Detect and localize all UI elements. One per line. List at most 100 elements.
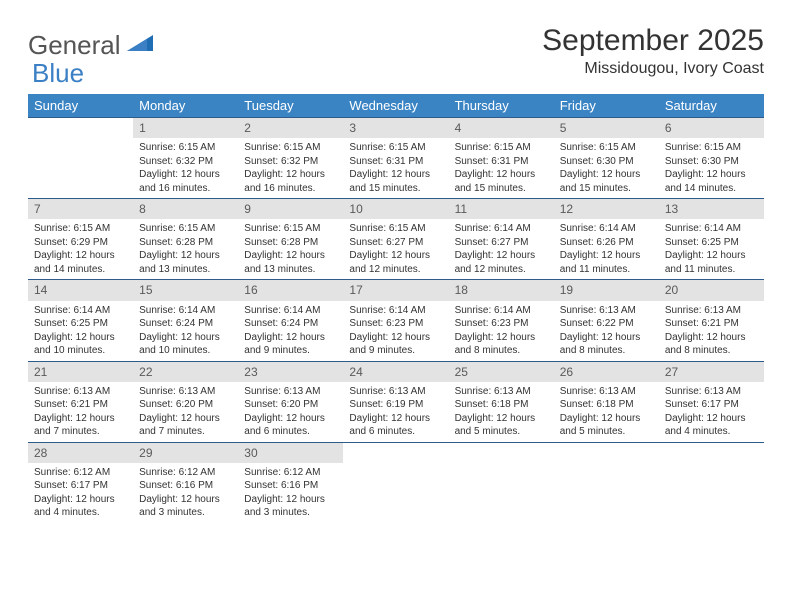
day-line: Sunrise: 6:13 AM (349, 385, 442, 399)
day-line: Sunset: 6:17 PM (665, 398, 758, 412)
day-content: Sunrise: 6:13 AMSunset: 6:20 PMDaylight:… (238, 382, 343, 442)
calendar-week-row: 7Sunrise: 6:15 AMSunset: 6:29 PMDaylight… (28, 199, 764, 280)
calendar-cell: 7Sunrise: 6:15 AMSunset: 6:29 PMDaylight… (28, 199, 133, 280)
calendar-cell: 9Sunrise: 6:15 AMSunset: 6:28 PMDaylight… (238, 199, 343, 280)
day-line: Sunrise: 6:15 AM (560, 141, 653, 155)
day-line: Sunrise: 6:12 AM (244, 466, 337, 480)
calendar-cell: 26Sunrise: 6:13 AMSunset: 6:18 PMDayligh… (554, 361, 659, 442)
day-number: 24 (343, 362, 448, 382)
day-number: 28 (28, 443, 133, 463)
day-content: Sunrise: 6:15 AMSunset: 6:30 PMDaylight:… (659, 138, 764, 198)
calendar-cell: 17Sunrise: 6:14 AMSunset: 6:23 PMDayligh… (343, 280, 448, 361)
day-content: Sunrise: 6:14 AMSunset: 6:24 PMDaylight:… (238, 301, 343, 361)
day-line: Sunset: 6:27 PM (455, 236, 548, 250)
day-line: Daylight: 12 hours (244, 493, 337, 507)
day-number: 30 (238, 443, 343, 463)
calendar-week-row: 21Sunrise: 6:13 AMSunset: 6:21 PMDayligh… (28, 361, 764, 442)
calendar-cell: 19Sunrise: 6:13 AMSunset: 6:22 PMDayligh… (554, 280, 659, 361)
calendar-week-row: 28Sunrise: 6:12 AMSunset: 6:17 PMDayligh… (28, 442, 764, 523)
day-number: 6 (659, 118, 764, 138)
day-line: Sunset: 6:25 PM (665, 236, 758, 250)
day-line: Sunrise: 6:13 AM (139, 385, 232, 399)
day-header: Tuesday (238, 94, 343, 118)
day-line: Sunrise: 6:15 AM (139, 222, 232, 236)
day-line: Sunrise: 6:15 AM (349, 222, 442, 236)
day-content: Sunrise: 6:12 AMSunset: 6:16 PMDaylight:… (238, 463, 343, 523)
day-line: and 12 minutes. (349, 263, 442, 277)
day-line: Sunrise: 6:14 AM (34, 304, 127, 318)
day-number: 10 (343, 199, 448, 219)
day-number: 14 (28, 280, 133, 300)
day-line: and 12 minutes. (455, 263, 548, 277)
day-line: Sunrise: 6:13 AM (455, 385, 548, 399)
day-line: Daylight: 12 hours (139, 493, 232, 507)
day-line: and 15 minutes. (349, 182, 442, 196)
day-line: and 10 minutes. (139, 344, 232, 358)
month-title: September 2025 (542, 24, 764, 58)
day-line: and 8 minutes. (665, 344, 758, 358)
day-number: 3 (343, 118, 448, 138)
day-line: Sunrise: 6:13 AM (665, 385, 758, 399)
page-header: General September 2025 Missidougou, Ivor… (28, 24, 764, 78)
day-header: Saturday (659, 94, 764, 118)
calendar-cell (28, 118, 133, 199)
day-line: Sunrise: 6:15 AM (665, 141, 758, 155)
calendar-cell: 2Sunrise: 6:15 AMSunset: 6:32 PMDaylight… (238, 118, 343, 199)
day-number: 9 (238, 199, 343, 219)
day-content: Sunrise: 6:12 AMSunset: 6:16 PMDaylight:… (133, 463, 238, 523)
calendar-cell: 5Sunrise: 6:15 AMSunset: 6:30 PMDaylight… (554, 118, 659, 199)
calendar-cell: 29Sunrise: 6:12 AMSunset: 6:16 PMDayligh… (133, 442, 238, 523)
day-line: Daylight: 12 hours (244, 331, 337, 345)
day-line: Sunset: 6:18 PM (455, 398, 548, 412)
day-line: and 6 minutes. (349, 425, 442, 439)
day-line: and 14 minutes. (34, 263, 127, 277)
day-number: 1 (133, 118, 238, 138)
day-line: and 14 minutes. (665, 182, 758, 196)
day-line: Daylight: 12 hours (560, 331, 653, 345)
calendar-page: General September 2025 Missidougou, Ivor… (0, 0, 792, 547)
day-header: Sunday (28, 94, 133, 118)
calendar-cell: 23Sunrise: 6:13 AMSunset: 6:20 PMDayligh… (238, 361, 343, 442)
day-number: 16 (238, 280, 343, 300)
day-line: Sunrise: 6:14 AM (455, 222, 548, 236)
calendar-cell: 13Sunrise: 6:14 AMSunset: 6:25 PMDayligh… (659, 199, 764, 280)
calendar-cell: 1Sunrise: 6:15 AMSunset: 6:32 PMDaylight… (133, 118, 238, 199)
day-line: Sunset: 6:21 PM (34, 398, 127, 412)
day-line: and 11 minutes. (560, 263, 653, 277)
calendar-cell: 4Sunrise: 6:15 AMSunset: 6:31 PMDaylight… (449, 118, 554, 199)
day-line: and 15 minutes. (455, 182, 548, 196)
day-header: Thursday (449, 94, 554, 118)
calendar-cell (343, 442, 448, 523)
day-number: 7 (28, 199, 133, 219)
calendar-cell: 30Sunrise: 6:12 AMSunset: 6:16 PMDayligh… (238, 442, 343, 523)
calendar-cell: 20Sunrise: 6:13 AMSunset: 6:21 PMDayligh… (659, 280, 764, 361)
day-line: Sunrise: 6:15 AM (244, 222, 337, 236)
calendar-cell: 3Sunrise: 6:15 AMSunset: 6:31 PMDaylight… (343, 118, 448, 199)
day-content: Sunrise: 6:13 AMSunset: 6:19 PMDaylight:… (343, 382, 448, 442)
day-number: 13 (659, 199, 764, 219)
day-number: 11 (449, 199, 554, 219)
day-line: Daylight: 12 hours (455, 412, 548, 426)
calendar-table: Sunday Monday Tuesday Wednesday Thursday… (28, 94, 764, 523)
calendar-week-row: 1Sunrise: 6:15 AMSunset: 6:32 PMDaylight… (28, 118, 764, 199)
calendar-cell: 15Sunrise: 6:14 AMSunset: 6:24 PMDayligh… (133, 280, 238, 361)
day-line: Sunrise: 6:14 AM (560, 222, 653, 236)
day-line: and 9 minutes. (244, 344, 337, 358)
day-line: and 15 minutes. (560, 182, 653, 196)
day-line: Daylight: 12 hours (665, 249, 758, 263)
day-line: Sunrise: 6:14 AM (139, 304, 232, 318)
calendar-cell (449, 442, 554, 523)
day-line: Daylight: 12 hours (244, 168, 337, 182)
calendar-cell: 28Sunrise: 6:12 AMSunset: 6:17 PMDayligh… (28, 442, 133, 523)
logo-blue-row: Blue (32, 58, 84, 89)
day-line: Daylight: 12 hours (139, 412, 232, 426)
day-line: Sunset: 6:26 PM (560, 236, 653, 250)
day-number: 25 (449, 362, 554, 382)
day-content: Sunrise: 6:13 AMSunset: 6:18 PMDaylight:… (449, 382, 554, 442)
day-number: 20 (659, 280, 764, 300)
logo-triangle-icon (127, 31, 153, 51)
calendar-cell: 11Sunrise: 6:14 AMSunset: 6:27 PMDayligh… (449, 199, 554, 280)
day-line: Sunset: 6:30 PM (560, 155, 653, 169)
day-number: 5 (554, 118, 659, 138)
day-content: Sunrise: 6:15 AMSunset: 6:32 PMDaylight:… (238, 138, 343, 198)
